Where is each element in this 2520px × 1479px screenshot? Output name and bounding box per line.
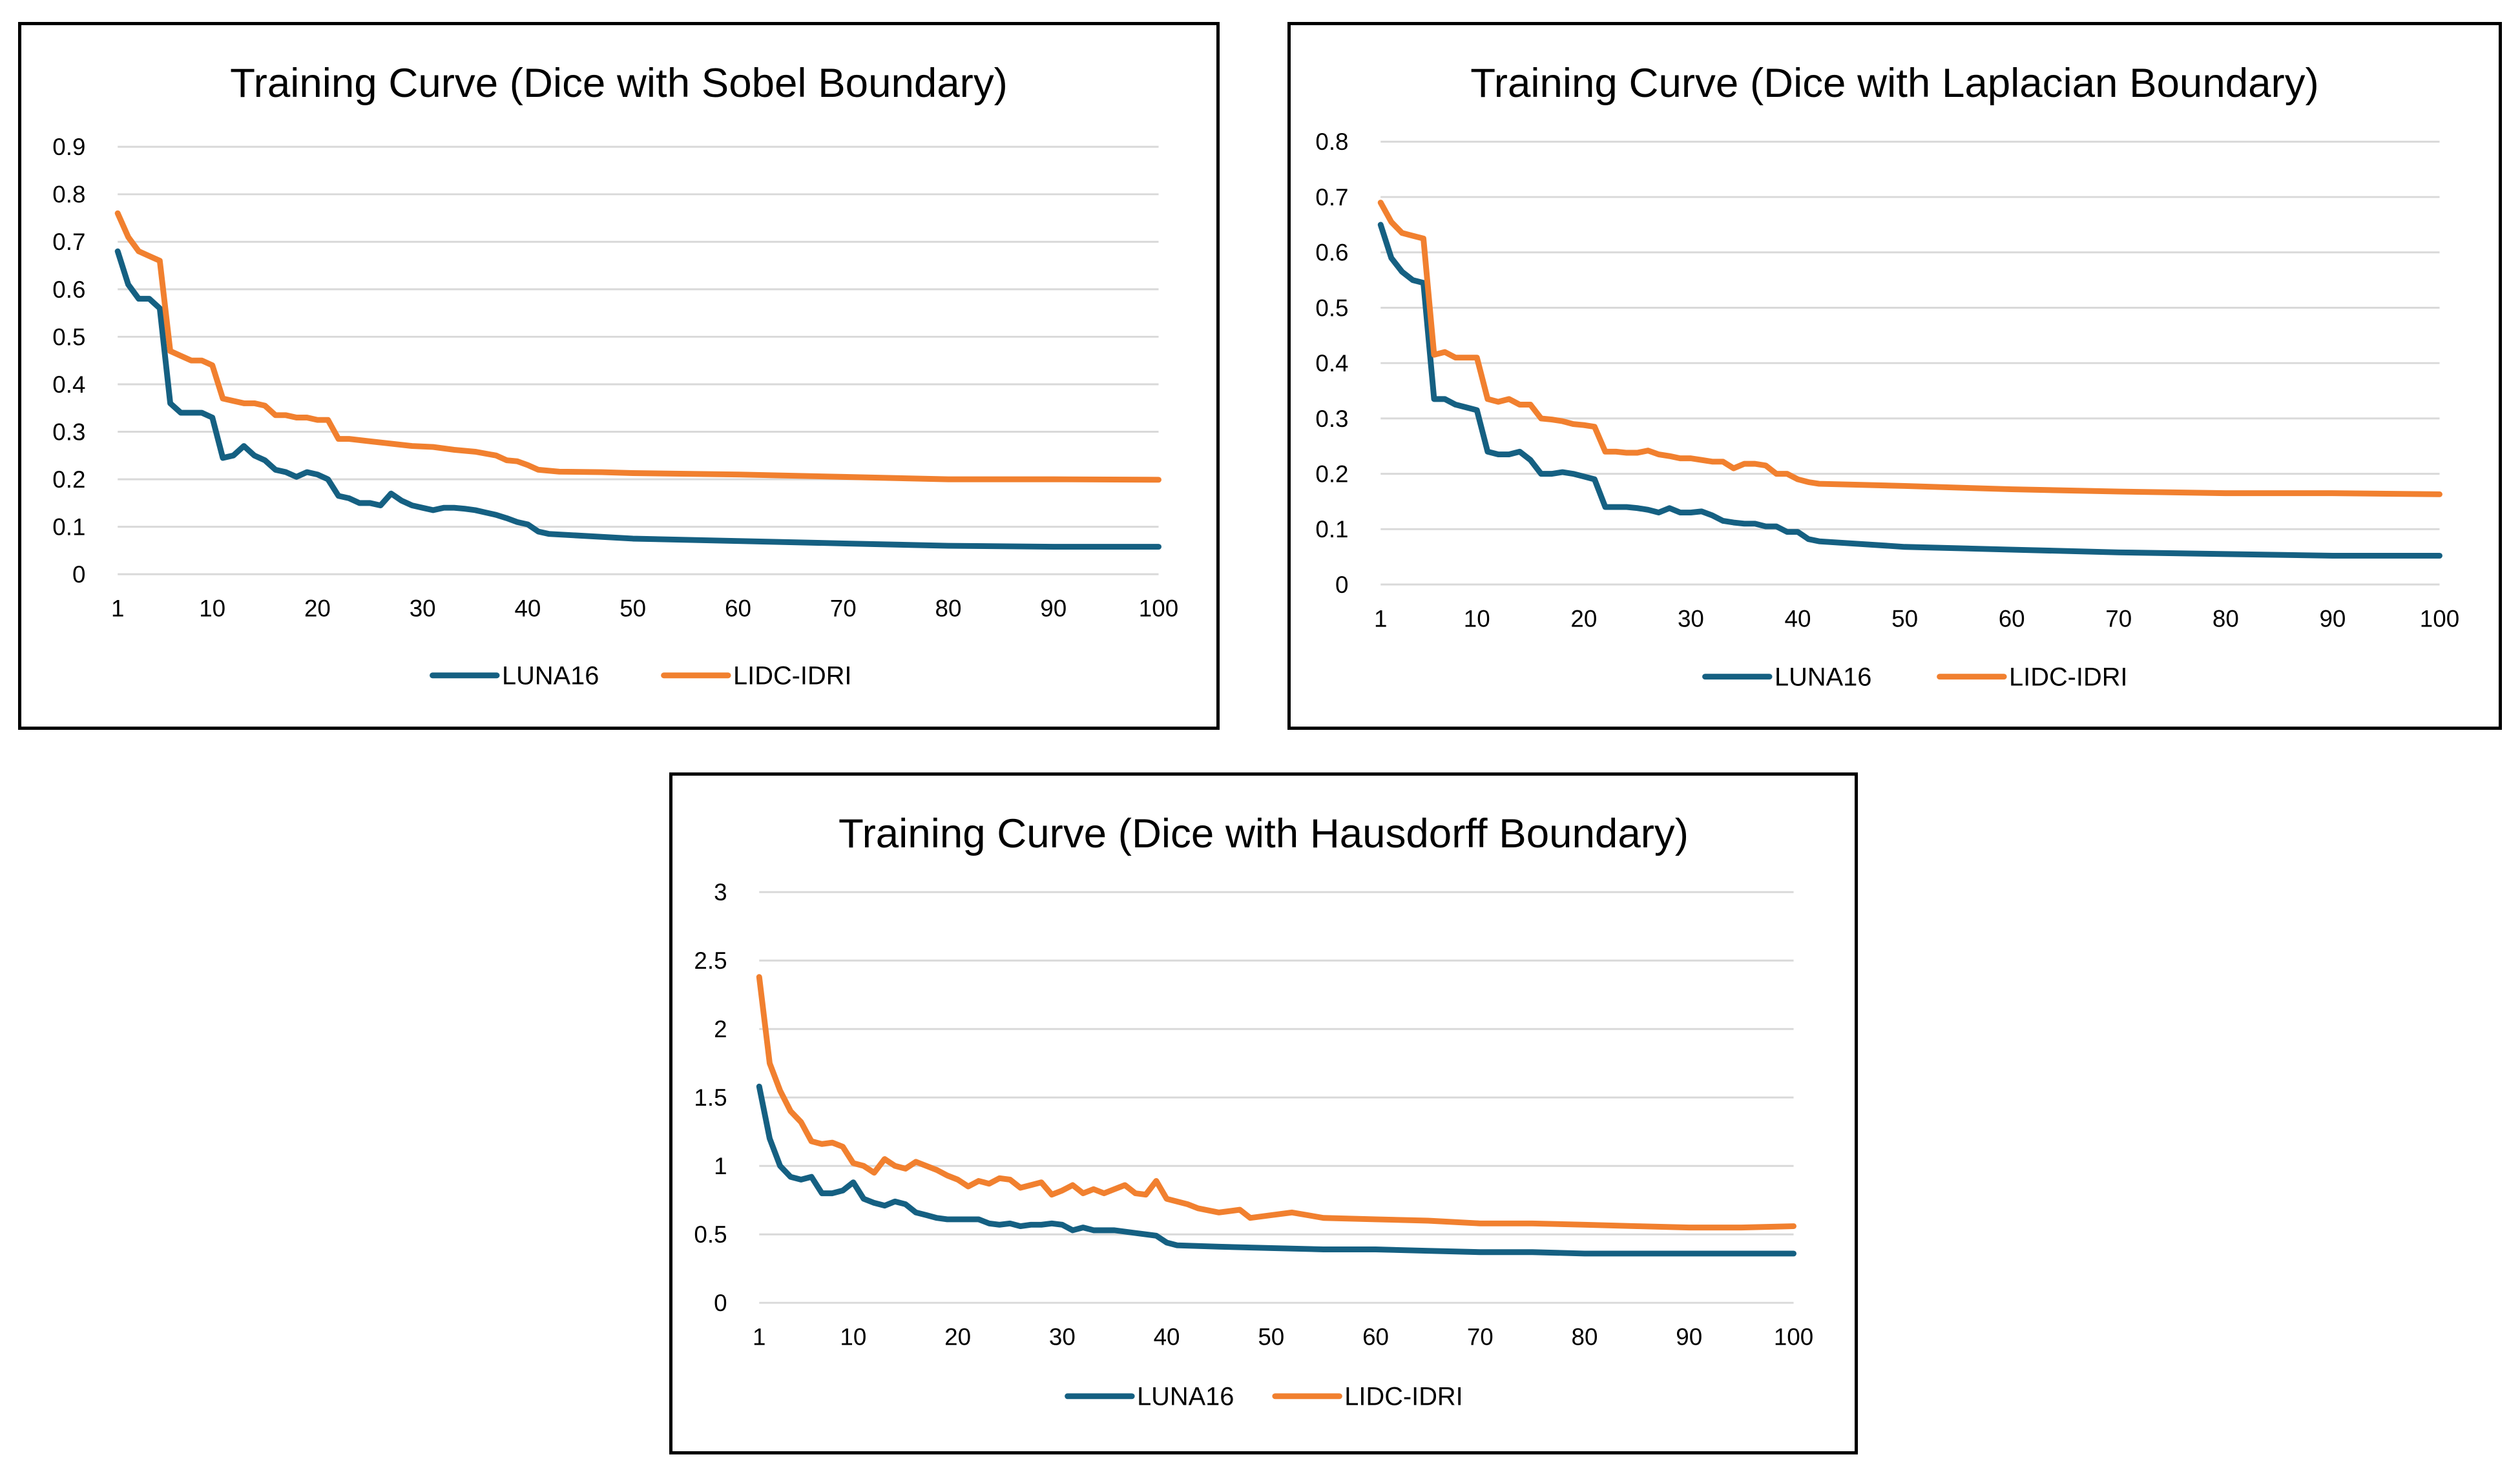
- x-tick-label: 60: [1362, 1324, 1389, 1350]
- y-tick-label: 0.5: [694, 1221, 727, 1248]
- x-tick-label: 50: [1258, 1324, 1284, 1350]
- y-tick-label: 0.2: [1315, 461, 1348, 488]
- y-tick-label: 1: [714, 1153, 727, 1179]
- y-tick-label: 0.9: [52, 134, 85, 160]
- y-tick-label: 0.4: [52, 371, 85, 398]
- series-line-luna16: [1377, 222, 2442, 559]
- y-tick-label: 1.5: [694, 1084, 727, 1111]
- legend-label-lidc-idri: LIDC-IDRI: [1344, 1383, 1463, 1411]
- series-line-luna16: [114, 248, 1161, 550]
- x-tick-label: 1: [753, 1324, 765, 1350]
- x-tick-label: 1: [111, 595, 124, 622]
- chart-title: Training Curve (Dice with Sobel Boundary…: [230, 60, 1008, 106]
- y-tick-label: 0.8: [52, 181, 85, 208]
- x-tick-label: 10: [840, 1324, 866, 1350]
- x-tick-label: 20: [304, 595, 331, 622]
- y-tick-label: 0.5: [1315, 295, 1348, 321]
- x-tick-label: 40: [1785, 605, 1811, 632]
- legend-label-luna16: LUNA16: [1137, 1383, 1234, 1411]
- x-tick-label: 30: [1049, 1324, 1076, 1350]
- chart-panel-hausdorff: Training Curve (Dice with Hausdorff Boun…: [669, 772, 1858, 1454]
- legend-label-luna16: LUNA16: [502, 662, 599, 690]
- x-tick-label: 70: [2105, 605, 2132, 632]
- chart-title: Training Curve (Dice with Hausdorff Boun…: [838, 811, 1689, 856]
- x-tick-label: 20: [944, 1324, 971, 1350]
- x-tick-label: 30: [410, 595, 436, 622]
- x-tick-label: 90: [1676, 1324, 1702, 1350]
- y-tick-label: 2.5: [694, 947, 727, 974]
- x-tick-label: 70: [1467, 1324, 1494, 1350]
- x-tick-label: 30: [1678, 605, 1704, 632]
- chart-hausdorff: Training Curve (Dice with Hausdorff Boun…: [694, 811, 1813, 1411]
- y-tick-label: 0.3: [1315, 406, 1348, 432]
- series-line-lidc-idri: [756, 974, 1796, 1231]
- x-tick-label: 50: [620, 595, 646, 622]
- x-tick-label: 80: [1572, 1324, 1598, 1350]
- y-tick-label: 2: [714, 1016, 727, 1042]
- chart-sobel: Training Curve (Dice with Sobel Boundary…: [52, 60, 1178, 690]
- y-tick-label: 0: [1335, 572, 1348, 598]
- y-tick-label: 0.1: [52, 514, 85, 541]
- x-tick-label: 90: [1040, 595, 1067, 622]
- series-line-lidc-idri: [1377, 200, 2442, 497]
- y-tick-label: 3: [714, 879, 727, 905]
- y-tick-label: 0.6: [1315, 240, 1348, 266]
- x-tick-label: 50: [1891, 605, 1918, 632]
- y-tick-label: 0: [72, 561, 85, 588]
- x-tick-label: 20: [1570, 605, 1597, 632]
- x-tick-label: 100: [2420, 605, 2459, 632]
- x-tick-label: 80: [935, 595, 962, 622]
- series-line-luna16: [756, 1083, 1796, 1257]
- y-tick-label: 0.7: [1315, 184, 1348, 211]
- x-tick-label: 1: [1374, 605, 1387, 632]
- y-tick-label: 0.7: [52, 229, 85, 255]
- x-tick-label: 10: [1464, 605, 1490, 632]
- x-tick-label: 100: [1774, 1324, 1813, 1350]
- x-tick-label: 10: [199, 595, 225, 622]
- x-tick-label: 40: [514, 595, 541, 622]
- y-tick-label: 0.6: [52, 276, 85, 303]
- y-tick-label: 0.4: [1315, 350, 1348, 377]
- chart-title: Training Curve (Dice with Laplacian Boun…: [1470, 60, 2318, 106]
- chart-laplacian: Training Curve (Dice with Laplacian Boun…: [1315, 60, 2459, 692]
- y-tick-label: 0.2: [52, 466, 85, 493]
- x-tick-label: 60: [1999, 605, 2025, 632]
- chart-panel-sobel: Training Curve (Dice with Sobel Boundary…: [18, 22, 1220, 730]
- x-tick-label: 90: [2319, 605, 2346, 632]
- y-tick-label: 0.8: [1315, 129, 1348, 155]
- x-tick-label: 80: [2213, 605, 2239, 632]
- legend-label-luna16: LUNA16: [1775, 663, 1871, 692]
- x-tick-label: 60: [725, 595, 751, 622]
- y-tick-label: 0.5: [52, 324, 85, 350]
- x-tick-label: 100: [1139, 595, 1178, 622]
- x-tick-label: 40: [1154, 1324, 1180, 1350]
- legend-label-lidc-idri: LIDC-IDRI: [2009, 663, 2127, 692]
- y-tick-label: 0: [714, 1290, 727, 1316]
- y-tick-label: 0.3: [52, 419, 85, 445]
- x-tick-label: 70: [830, 595, 857, 622]
- series-line-lidc-idri: [114, 210, 1161, 483]
- chart-panel-laplacian: Training Curve (Dice with Laplacian Boun…: [1287, 22, 2502, 730]
- legend-label-lidc-idri: LIDC-IDRI: [733, 662, 851, 690]
- y-tick-label: 0.1: [1315, 516, 1348, 543]
